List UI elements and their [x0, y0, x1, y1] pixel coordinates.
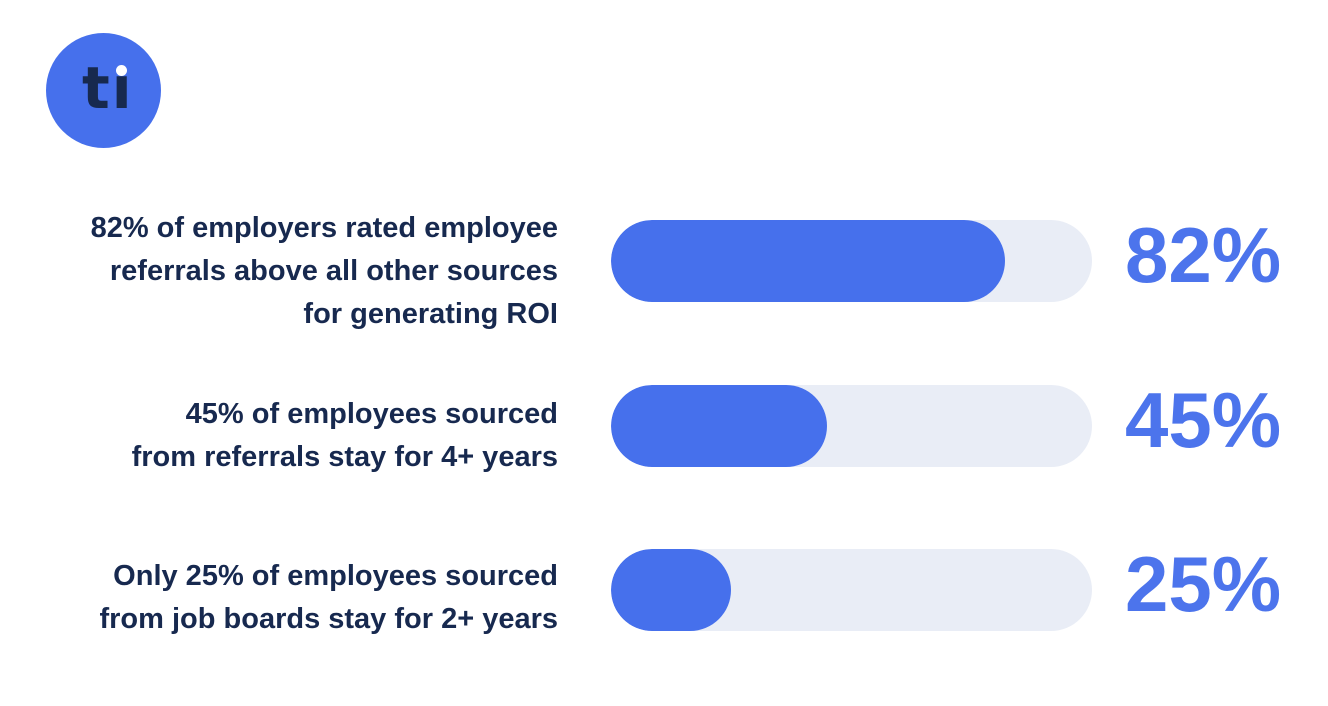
- stat-value: 45%: [1125, 376, 1282, 464]
- brand-logo-i-dot-icon: [116, 65, 127, 76]
- bar-fill: [611, 549, 732, 631]
- brand-logo: tı: [46, 33, 161, 148]
- stat-label: 45% of employees sourced from referrals …: [131, 398, 558, 473]
- bar-track: [611, 220, 1092, 302]
- stat-value: 82%: [1125, 211, 1282, 299]
- bar-track: [611, 549, 1092, 631]
- stat-label: 82% of employers rated employee referral…: [90, 212, 558, 330]
- stat-label: Only 25% of employees sourced from job b…: [99, 560, 558, 635]
- bar-fill: [611, 220, 1006, 302]
- stat-value: 25%: [1125, 540, 1282, 628]
- bar-track: [611, 385, 1092, 467]
- bar-fill: [611, 385, 828, 467]
